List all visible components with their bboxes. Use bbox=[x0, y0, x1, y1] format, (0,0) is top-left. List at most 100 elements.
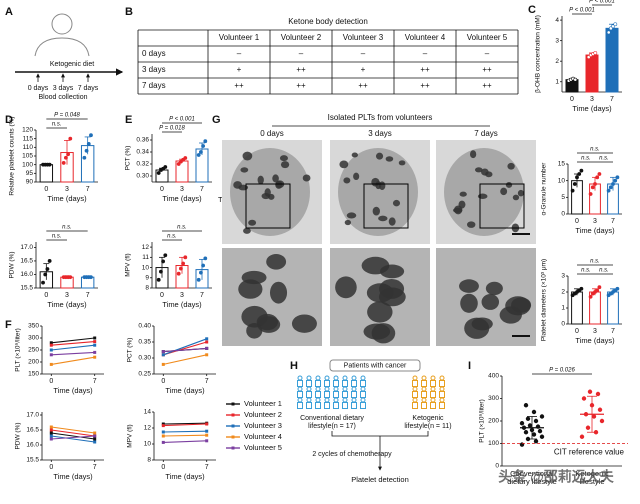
person-icon bbox=[306, 375, 312, 381]
granule bbox=[507, 162, 515, 170]
y-tick-label: 0.32 bbox=[136, 161, 149, 168]
legend-label: Volunteer 4 bbox=[244, 432, 282, 441]
x-tick-label: 0 bbox=[160, 186, 164, 193]
table-cell: ++ bbox=[420, 65, 430, 74]
significance-label: n.s. bbox=[590, 259, 600, 265]
data-point bbox=[615, 286, 620, 291]
x-tick-label: 7 bbox=[611, 218, 615, 225]
x-axis-label: Time (days) bbox=[575, 336, 615, 345]
data-point bbox=[575, 175, 579, 180]
significance-label: n.s. bbox=[599, 268, 609, 274]
granule bbox=[392, 199, 401, 207]
person-icon bbox=[315, 375, 321, 381]
tem-title: Isolated PLTs from volunteers bbox=[328, 113, 433, 122]
panel-label: H bbox=[290, 360, 298, 372]
granule bbox=[344, 219, 352, 226]
data-point bbox=[572, 182, 577, 186]
panel-label: I bbox=[468, 360, 471, 372]
series-marker bbox=[49, 428, 53, 432]
series-marker bbox=[161, 440, 165, 444]
person-icon bbox=[324, 402, 330, 409]
person-icon bbox=[333, 397, 339, 403]
data-point bbox=[43, 272, 48, 277]
data-point bbox=[537, 428, 543, 434]
series-line bbox=[163, 347, 207, 353]
person-icon bbox=[360, 380, 366, 387]
bar bbox=[80, 276, 95, 289]
data-point bbox=[523, 430, 529, 435]
significance-label: n.s. bbox=[581, 268, 591, 274]
data-point bbox=[158, 269, 163, 274]
group-label: Ketogenic bbox=[412, 415, 444, 422]
y-tick-label: 105 bbox=[22, 153, 33, 160]
granule bbox=[471, 317, 493, 331]
legend-marker bbox=[231, 435, 235, 439]
table-cell: ++ bbox=[358, 81, 368, 90]
y-tick-label: 15 bbox=[558, 161, 566, 168]
data-point bbox=[183, 156, 188, 160]
series-marker bbox=[205, 346, 209, 350]
person-icon bbox=[412, 397, 418, 403]
y-axis-label: PCT (%) bbox=[125, 146, 132, 171]
data-point bbox=[61, 161, 66, 165]
granule bbox=[385, 156, 394, 162]
person-icon bbox=[412, 375, 418, 381]
significance-label: P = 0.018 bbox=[159, 126, 185, 132]
significance-label: n.s. bbox=[590, 147, 600, 153]
person-icon bbox=[306, 397, 312, 403]
data-point bbox=[86, 141, 91, 146]
series-marker bbox=[161, 353, 165, 357]
table-cell: + bbox=[361, 65, 366, 74]
y-axis-label: β-OHB concentration (mM) bbox=[535, 15, 542, 93]
person-icon bbox=[351, 397, 357, 403]
data-point bbox=[156, 171, 161, 175]
y-tick-label: 250 bbox=[28, 347, 39, 354]
granule bbox=[378, 215, 388, 222]
granule bbox=[380, 264, 405, 279]
y-tick-label: 10 bbox=[558, 177, 566, 184]
series-marker bbox=[49, 425, 53, 429]
granule bbox=[302, 174, 311, 182]
head-icon bbox=[51, 13, 73, 35]
person-icon bbox=[351, 375, 357, 381]
granule bbox=[266, 253, 287, 270]
series-marker bbox=[93, 437, 97, 441]
data-point bbox=[606, 30, 611, 35]
granule bbox=[279, 155, 288, 162]
y-tick-label: 17.0 bbox=[26, 412, 39, 419]
panel-label: F bbox=[5, 319, 12, 331]
granule bbox=[474, 167, 483, 173]
person-icon bbox=[360, 402, 366, 409]
data-point bbox=[89, 275, 93, 280]
y-axis-label: PLT (×10⁹/liter) bbox=[479, 399, 486, 443]
person-icon bbox=[421, 386, 427, 392]
data-point bbox=[41, 280, 45, 285]
panel-label: A bbox=[5, 6, 13, 18]
y-tick-label: 0.25 bbox=[138, 371, 151, 378]
bar bbox=[60, 276, 74, 289]
data-point bbox=[591, 414, 597, 419]
row-label: 0 days bbox=[142, 49, 166, 58]
y-tick-label: 17.0 bbox=[20, 244, 33, 251]
person-icon bbox=[306, 391, 312, 398]
significance-label: P < 0.001 bbox=[589, 0, 615, 5]
person-icon bbox=[430, 386, 436, 392]
x-tick-label: 0 bbox=[44, 292, 48, 299]
granule bbox=[351, 152, 358, 158]
person-icon bbox=[297, 391, 303, 398]
series-marker bbox=[161, 424, 165, 428]
y-tick-label: 350 bbox=[28, 323, 39, 330]
bar bbox=[39, 164, 54, 183]
table-cell: + bbox=[237, 65, 242, 74]
y-axis-label: α-Granule number bbox=[541, 162, 548, 216]
significance-label: P < 0.001 bbox=[569, 8, 595, 14]
series-line bbox=[163, 430, 207, 433]
y-tick-label: 8 bbox=[147, 457, 151, 464]
granule bbox=[243, 227, 251, 234]
series-line bbox=[163, 422, 207, 425]
granule bbox=[512, 194, 520, 201]
x-tick-label: 7 bbox=[93, 464, 97, 471]
x-axis-label: Time (days) bbox=[165, 386, 205, 395]
person-icon bbox=[342, 380, 348, 387]
table-cell: – bbox=[237, 49, 242, 58]
